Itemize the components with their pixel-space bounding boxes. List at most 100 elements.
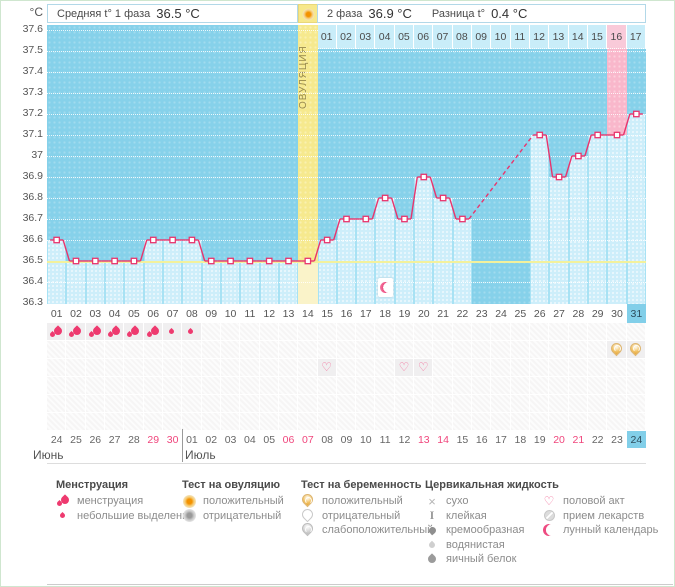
symbol-cell[interactable] (47, 341, 67, 359)
symbol-cell[interactable] (298, 395, 318, 413)
symbol-cell[interactable] (414, 359, 434, 377)
symbol-cell[interactable] (162, 359, 183, 377)
temp-point[interactable] (323, 236, 331, 244)
temp-point[interactable] (575, 152, 582, 160)
cycle-day-cell[interactable]: 27 (553, 307, 565, 320)
symbol-cell[interactable] (220, 341, 241, 359)
symbol-cell[interactable] (47, 359, 67, 377)
cycle-day-cell[interactable]: 15 (321, 307, 334, 320)
symbol-cell[interactable] (240, 395, 260, 413)
symbol-cell[interactable] (472, 341, 492, 359)
symbol-cell[interactable] (472, 413, 492, 431)
symbol-cell[interactable] (259, 323, 279, 341)
phase2-day-cell[interactable]: 10 (491, 25, 511, 49)
date-cell[interactable]: 13 (417, 433, 430, 446)
symbol-cell[interactable] (104, 359, 125, 377)
cycle-day-cell[interactable]: 03 (89, 307, 102, 320)
symbol-cell[interactable] (452, 395, 473, 413)
symbol-cell[interactable] (317, 413, 337, 431)
symbol-cell[interactable] (356, 323, 376, 341)
cycle-day-cell[interactable]: 20 (417, 307, 430, 320)
temp-point[interactable] (536, 131, 544, 139)
date-cell[interactable]: 04 (244, 433, 256, 446)
symbol-cell[interactable] (259, 359, 279, 377)
temp-point[interactable] (111, 257, 118, 265)
cycle-day-cell[interactable]: 08 (186, 307, 198, 320)
symbol-cell[interactable] (375, 395, 395, 413)
chart-day-column[interactable] (317, 240, 337, 304)
symbol-cell[interactable] (104, 377, 125, 395)
symbol-cell[interactable] (356, 359, 376, 377)
date-cell[interactable]: 27 (108, 433, 121, 446)
symbol-cell[interactable] (162, 377, 183, 395)
symbol-cell[interactable] (530, 341, 550, 359)
symbol-cell[interactable] (568, 395, 589, 413)
phase2-day-cell[interactable]: 12 (529, 25, 550, 49)
date-cell[interactable]: 26 (89, 433, 102, 446)
date-cell[interactable]: 20 (553, 433, 565, 446)
symbol-cell[interactable] (85, 377, 105, 395)
phase2-day-cell[interactable]: 13 (549, 25, 569, 49)
symbol-cell[interactable] (162, 341, 183, 359)
symbol-cell[interactable] (375, 359, 395, 377)
date-cell[interactable]: 14 (437, 433, 449, 446)
symbol-cell[interactable] (549, 359, 569, 377)
symbol-cell[interactable] (259, 413, 279, 431)
temp-point[interactable] (265, 257, 273, 265)
symbol-cell[interactable] (182, 341, 202, 359)
cycle-day-cell[interactable]: 13 (282, 307, 295, 320)
symbol-cell[interactable] (317, 395, 337, 413)
symbol-cell[interactable] (433, 395, 453, 413)
cycle-day-cell[interactable]: 28 (572, 307, 585, 320)
date-cell[interactable]: 18 (514, 433, 527, 446)
symbol-cell[interactable] (626, 359, 646, 377)
temp-point[interactable] (304, 257, 312, 265)
symbol-cell[interactable] (124, 341, 144, 359)
symbol-cell[interactable] (549, 413, 569, 431)
temp-point[interactable] (420, 173, 428, 181)
cycle-day-cell[interactable]: 19 (398, 307, 411, 320)
symbol-cell[interactable] (47, 377, 67, 395)
temp-point[interactable] (343, 215, 350, 223)
symbol-cell[interactable] (240, 413, 260, 431)
symbol-cell[interactable] (626, 341, 646, 359)
temp-point[interactable] (362, 215, 370, 223)
symbol-cell[interactable] (491, 323, 511, 341)
symbol-cell[interactable] (182, 395, 202, 413)
symbol-cell[interactable] (394, 395, 415, 413)
phase2-day-cell[interactable]: 05 (394, 25, 415, 49)
symbol-cell[interactable] (356, 377, 376, 395)
cycle-day-cell[interactable]: 31 (626, 304, 646, 323)
symbol-cell[interactable] (452, 413, 473, 431)
cycle-day-cell[interactable]: 30 (611, 307, 623, 320)
symbol-cell[interactable] (394, 359, 415, 377)
symbol-cell[interactable] (356, 413, 376, 431)
temp-point[interactable] (169, 236, 176, 244)
chart-day-column[interactable] (626, 114, 646, 304)
cycle-day-cell[interactable]: 24 (495, 307, 507, 320)
symbol-cell[interactable] (66, 395, 86, 413)
symbol-cell[interactable] (375, 377, 395, 395)
symbol-cell[interactable] (568, 323, 589, 341)
phase2-day-cell[interactable]: 01 (317, 25, 337, 49)
symbol-cell[interactable] (588, 359, 608, 377)
date-cell[interactable]: 24 (626, 431, 646, 448)
chart-day-column[interactable] (375, 198, 395, 304)
chart-day-column[interactable] (162, 240, 183, 304)
symbol-cell[interactable] (259, 395, 279, 413)
symbol-cell[interactable] (201, 341, 221, 359)
temp-point[interactable] (130, 257, 138, 265)
symbol-cell[interactable] (336, 341, 357, 359)
symbol-cell[interactable] (510, 377, 531, 395)
symbol-cell[interactable] (588, 377, 608, 395)
symbol-cell[interactable] (336, 395, 357, 413)
symbol-cell[interactable] (394, 323, 415, 341)
symbol-cell[interactable] (201, 377, 221, 395)
symbol-cell[interactable] (530, 395, 550, 413)
symbol-cell[interactable] (162, 413, 183, 431)
symbol-cell[interactable] (104, 323, 125, 341)
symbol-cell[interactable] (278, 413, 299, 431)
symbol-cell[interactable] (394, 413, 415, 431)
temp-point[interactable] (285, 257, 292, 265)
chart-day-column[interactable] (143, 240, 163, 304)
